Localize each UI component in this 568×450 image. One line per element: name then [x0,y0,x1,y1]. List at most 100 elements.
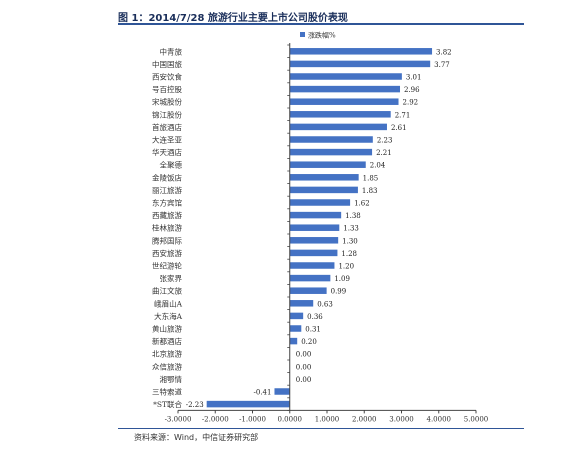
x-tick-label: -1.0000 [239,415,266,423]
value-label: -0.41 [254,389,272,397]
value-label: 2.04 [370,162,386,170]
source-note: 资料来源：Wind，中信证券研究部 [134,433,259,442]
bar [289,73,402,80]
bar [289,85,401,93]
bar [206,400,290,408]
bar [289,312,304,320]
category-label: 锦江股份 [152,109,182,119]
footer-divider [118,428,524,429]
value-label: 2.23 [377,137,393,145]
category-label: 西安旅游 [152,248,182,258]
value-label: 2.21 [376,149,392,157]
x-tick-label: -3.0000 [165,415,192,423]
category-label: 大连圣亚 [152,135,182,145]
bar-chart: 涨跌幅% 中青旅 3.82 中国国旅 3.77 西安饮食 3.01 号百控股 2.96 宋城股份… [152,31,489,424]
value-label: 1.38 [345,212,361,220]
bar [274,388,290,395]
bar [289,161,366,168]
bar [289,224,340,231]
value-label: 1.85 [363,174,379,182]
bar [289,48,433,55]
chart-title: 图 1：2014/7/28 旅游行业主要上市公司股价表现 [118,13,348,24]
bar [289,111,391,118]
value-label: 2.96 [404,86,420,94]
category-label: 张家界 [160,273,183,283]
bar [289,123,387,131]
category-label: 峨眉山A [154,298,182,308]
category-label: 三特索道 [152,387,182,397]
x-tick-label: -2.0000 [202,415,229,423]
category-label: *ST联合 [153,399,182,409]
value-label: 1.83 [362,187,378,195]
category-label: 中国国旅 [152,59,182,69]
bar [289,249,338,257]
value-label: -2.23 [186,401,204,409]
value-label: 2.71 [395,111,411,119]
bar [289,60,431,68]
category-label: 东方宾馆 [152,198,182,208]
value-label: 0.63 [317,300,333,308]
category-label: 腾邦国际 [152,235,182,245]
value-label: 0.20 [301,338,317,346]
bar [289,287,327,294]
bar [289,199,351,206]
category-label: 桂林旅游 [152,223,182,233]
category-label: 号百控股 [152,84,182,94]
category-label: 西藏旅游 [152,210,182,220]
value-label: 0.36 [307,313,323,321]
category-label: 大东海A [154,311,182,321]
bar [289,174,359,181]
value-label: 1.33 [343,225,359,233]
category-label: 首旅酒店 [152,122,182,132]
value-label: 1.28 [341,250,357,258]
x-tick-label: 1.0000 [315,415,340,423]
value-label: 3.77 [434,61,450,69]
bar [289,186,358,194]
x-tick-label: 3.0000 [389,415,414,423]
value-label: 2.92 [403,99,419,107]
category-label: 宋城股份 [152,97,182,107]
bar [289,262,335,269]
category-label: 丽江旅游 [152,185,182,195]
category-label: 金陵饭店 [152,172,182,182]
value-label: 3.82 [436,48,452,56]
value-label: 1.20 [338,263,354,271]
bar [289,98,399,105]
category-label: 西安饮食 [152,72,182,82]
value-label: 1.09 [334,275,350,283]
x-tick-label: 5.0000 [464,415,489,423]
bar [289,274,331,282]
bar [289,300,314,307]
x-tick-label: 0.0000 [278,415,303,423]
value-label: 0.00 [296,351,312,359]
bar [289,136,373,143]
legend-swatch [300,32,305,37]
value-label: 0.00 [296,363,312,371]
x-tick-label: 4.0000 [427,415,452,423]
value-label: 2.61 [391,124,407,132]
bar [289,325,302,332]
legend: 涨跌幅% [300,31,336,40]
category-label: 湘鄂情 [160,374,183,384]
category-label: 全聚德 [160,160,183,170]
bar [289,337,298,345]
value-label: 1.30 [342,237,358,245]
value-label: 0.00 [296,376,312,384]
bar [289,211,342,219]
category-label: 黄山旅游 [152,324,182,334]
bar [289,237,339,244]
value-label: 1.62 [354,200,370,208]
category-label: 中青旅 [160,46,183,56]
category-label: 华天酒店 [152,147,182,157]
category-label: 新都酒店 [152,336,182,346]
x-tick-label: 2.0000 [352,415,377,423]
category-label: 众信旅游 [152,361,182,371]
category-label: 北京旅游 [152,349,182,359]
legend-label: 涨跌幅% [308,31,336,40]
value-label: 3.01 [406,74,422,82]
value-label: 0.99 [331,288,347,296]
category-label: 世纪游轮 [152,261,182,271]
value-label: 0.31 [305,326,321,334]
category-label: 曲江文旅 [152,286,182,296]
bar [289,148,373,156]
